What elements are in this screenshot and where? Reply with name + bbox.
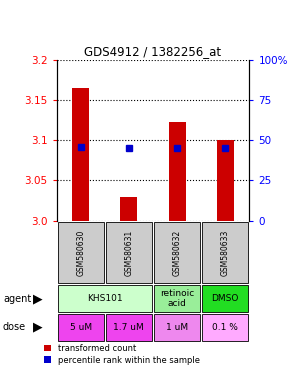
Text: dose: dose (3, 322, 26, 333)
Bar (169, 122, 186, 221)
Text: agent: agent (3, 293, 31, 304)
Bar (106, 222, 152, 283)
Text: GSM580632: GSM580632 (173, 229, 182, 276)
Text: GSM580631: GSM580631 (124, 229, 133, 276)
Text: GSM580630: GSM580630 (76, 229, 85, 276)
Text: ▶: ▶ (33, 321, 43, 334)
Bar (57, 222, 104, 283)
Bar (202, 285, 249, 312)
Text: 5 uM: 5 uM (70, 323, 92, 332)
Bar (202, 222, 249, 283)
Bar (154, 222, 200, 283)
Bar (217, 140, 234, 221)
Bar (154, 285, 200, 312)
Legend: transformed count, percentile rank within the sample: transformed count, percentile rank withi… (44, 344, 200, 364)
Text: GSM580633: GSM580633 (221, 229, 230, 276)
Text: ▶: ▶ (33, 292, 43, 305)
Text: 0.1 %: 0.1 % (212, 323, 238, 332)
Text: retinoic
acid: retinoic acid (160, 289, 194, 308)
Bar (106, 314, 152, 341)
Text: 1.7 uM: 1.7 uM (113, 323, 144, 332)
Text: DMSO: DMSO (212, 294, 239, 303)
Text: KHS101: KHS101 (87, 294, 123, 303)
Bar (57, 285, 152, 312)
Bar (154, 314, 200, 341)
Title: GDS4912 / 1382256_at: GDS4912 / 1382256_at (84, 45, 222, 58)
Bar (57, 314, 104, 341)
Text: 1 uM: 1 uM (166, 323, 188, 332)
Bar (120, 197, 137, 221)
Bar (72, 88, 89, 221)
Bar (202, 314, 249, 341)
